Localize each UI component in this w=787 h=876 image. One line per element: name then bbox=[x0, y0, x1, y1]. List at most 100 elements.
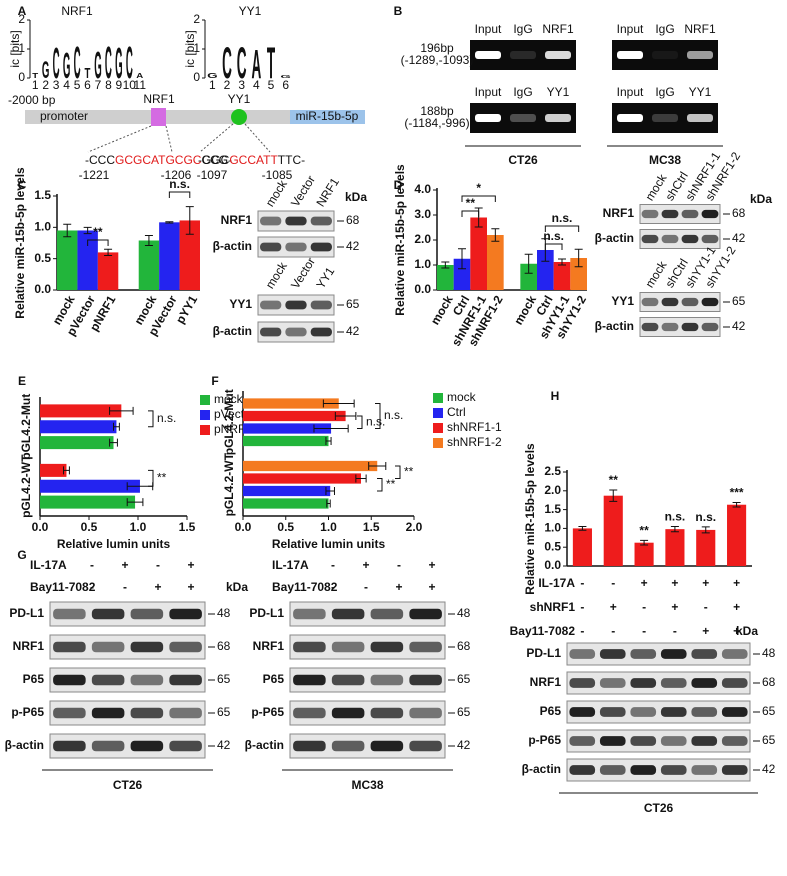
site-sequence: -GGCGCCATTTTC- bbox=[198, 153, 305, 167]
gel-band bbox=[545, 114, 571, 122]
condition-sign: - bbox=[397, 558, 401, 572]
bracket bbox=[375, 403, 381, 429]
band bbox=[169, 707, 202, 719]
cell-label: MC38 bbox=[351, 778, 383, 792]
condition-sign: - bbox=[580, 600, 584, 614]
position-label: 7 bbox=[95, 78, 102, 92]
y-tick-label: 0.0 bbox=[34, 282, 51, 296]
kda-label: 65 bbox=[217, 672, 231, 686]
row-label: P65 bbox=[540, 704, 562, 718]
bracket bbox=[148, 410, 154, 428]
condition-label: shNRF1 bbox=[530, 600, 576, 614]
sequence-part: GCCATT bbox=[229, 153, 278, 167]
error-bar bbox=[325, 487, 335, 495]
bar bbox=[243, 473, 361, 484]
lane-label: Input bbox=[617, 85, 644, 99]
row-label: β-actin bbox=[522, 762, 561, 776]
band bbox=[409, 707, 442, 719]
bar bbox=[57, 230, 78, 290]
band bbox=[370, 674, 404, 686]
y-tick-label: 2 bbox=[193, 12, 200, 26]
lane-label: YY1 bbox=[313, 264, 337, 291]
condition-sign: + bbox=[671, 576, 678, 590]
lane-label: IgG bbox=[513, 85, 532, 99]
bar bbox=[243, 498, 329, 509]
nrf1-site bbox=[151, 108, 166, 126]
row-label: β-actin bbox=[5, 738, 44, 752]
gel-band bbox=[652, 114, 678, 122]
band bbox=[293, 608, 326, 620]
annotation: * bbox=[476, 181, 481, 195]
condition-sign: - bbox=[580, 624, 584, 638]
position-label: -1206 bbox=[161, 168, 192, 182]
error-bar bbox=[558, 258, 566, 266]
blot-strip bbox=[639, 204, 721, 224]
position-label: 6 bbox=[282, 78, 289, 92]
y-tick-label: 1 bbox=[193, 41, 200, 55]
band bbox=[331, 674, 365, 686]
band bbox=[370, 740, 404, 752]
y-tick-label: 0 bbox=[193, 70, 200, 84]
bar bbox=[520, 263, 537, 290]
bar bbox=[40, 463, 67, 477]
band bbox=[370, 707, 404, 719]
lane-label: mock bbox=[263, 259, 291, 292]
error-bar bbox=[334, 412, 357, 420]
bar bbox=[138, 240, 160, 290]
legend-label: mock bbox=[214, 392, 244, 406]
row-label: NRF1 bbox=[221, 213, 253, 227]
position-label: 6 bbox=[84, 78, 91, 92]
bar bbox=[159, 222, 180, 290]
band bbox=[630, 707, 657, 717]
legend-swatch bbox=[200, 425, 210, 435]
band bbox=[660, 765, 687, 775]
band bbox=[91, 641, 125, 653]
gel-band bbox=[510, 51, 536, 59]
error-bar bbox=[491, 228, 500, 242]
y-tick-label: pGL4.2-WT bbox=[222, 452, 236, 516]
band bbox=[599, 765, 626, 775]
bar bbox=[487, 235, 504, 290]
blot-strip bbox=[566, 642, 751, 666]
kda-label: 42 bbox=[457, 738, 471, 752]
panel-letter: E bbox=[18, 374, 26, 388]
y-tick-label: 1.5 bbox=[544, 502, 561, 516]
error-bar bbox=[126, 498, 144, 507]
kda-label: 68 bbox=[217, 639, 231, 653]
row-label: YY1 bbox=[229, 297, 252, 311]
position-label: -1085 bbox=[262, 168, 293, 182]
logo-letter: C bbox=[237, 37, 247, 87]
condition-sign: + bbox=[733, 576, 740, 590]
annotation: n.s. bbox=[366, 414, 385, 428]
band bbox=[661, 209, 679, 219]
legend-swatch bbox=[433, 393, 443, 403]
row-label: PD-L1 bbox=[9, 606, 44, 620]
condition-label: Bay11-7082 bbox=[272, 580, 338, 594]
legend-swatch bbox=[433, 438, 443, 448]
band bbox=[293, 674, 326, 686]
band bbox=[53, 641, 86, 653]
bar bbox=[40, 404, 122, 418]
bar bbox=[437, 265, 454, 290]
condition-sign: - bbox=[364, 580, 368, 594]
y-tick-label: 1.0 bbox=[544, 521, 561, 535]
error-bar bbox=[578, 526, 587, 531]
band bbox=[285, 242, 307, 252]
region-label: promoter bbox=[40, 109, 88, 123]
kda-label: 48 bbox=[762, 646, 776, 660]
error-bar bbox=[165, 221, 174, 224]
bar bbox=[665, 529, 685, 566]
site-label: YY1 bbox=[228, 92, 251, 106]
y-tick-label: 0.0 bbox=[414, 282, 431, 296]
y-tick-label: pGL4.2-Mut bbox=[222, 389, 236, 455]
blot-strip bbox=[566, 671, 751, 695]
band bbox=[721, 649, 748, 659]
bracket bbox=[461, 210, 480, 217]
band bbox=[630, 678, 657, 688]
bar bbox=[537, 250, 554, 290]
blot-strip bbox=[566, 729, 751, 753]
annotation: ** bbox=[157, 470, 167, 484]
kda-label: 68 bbox=[457, 639, 471, 653]
kda-label: 48 bbox=[217, 606, 231, 620]
row-label: β-actin bbox=[595, 319, 634, 333]
